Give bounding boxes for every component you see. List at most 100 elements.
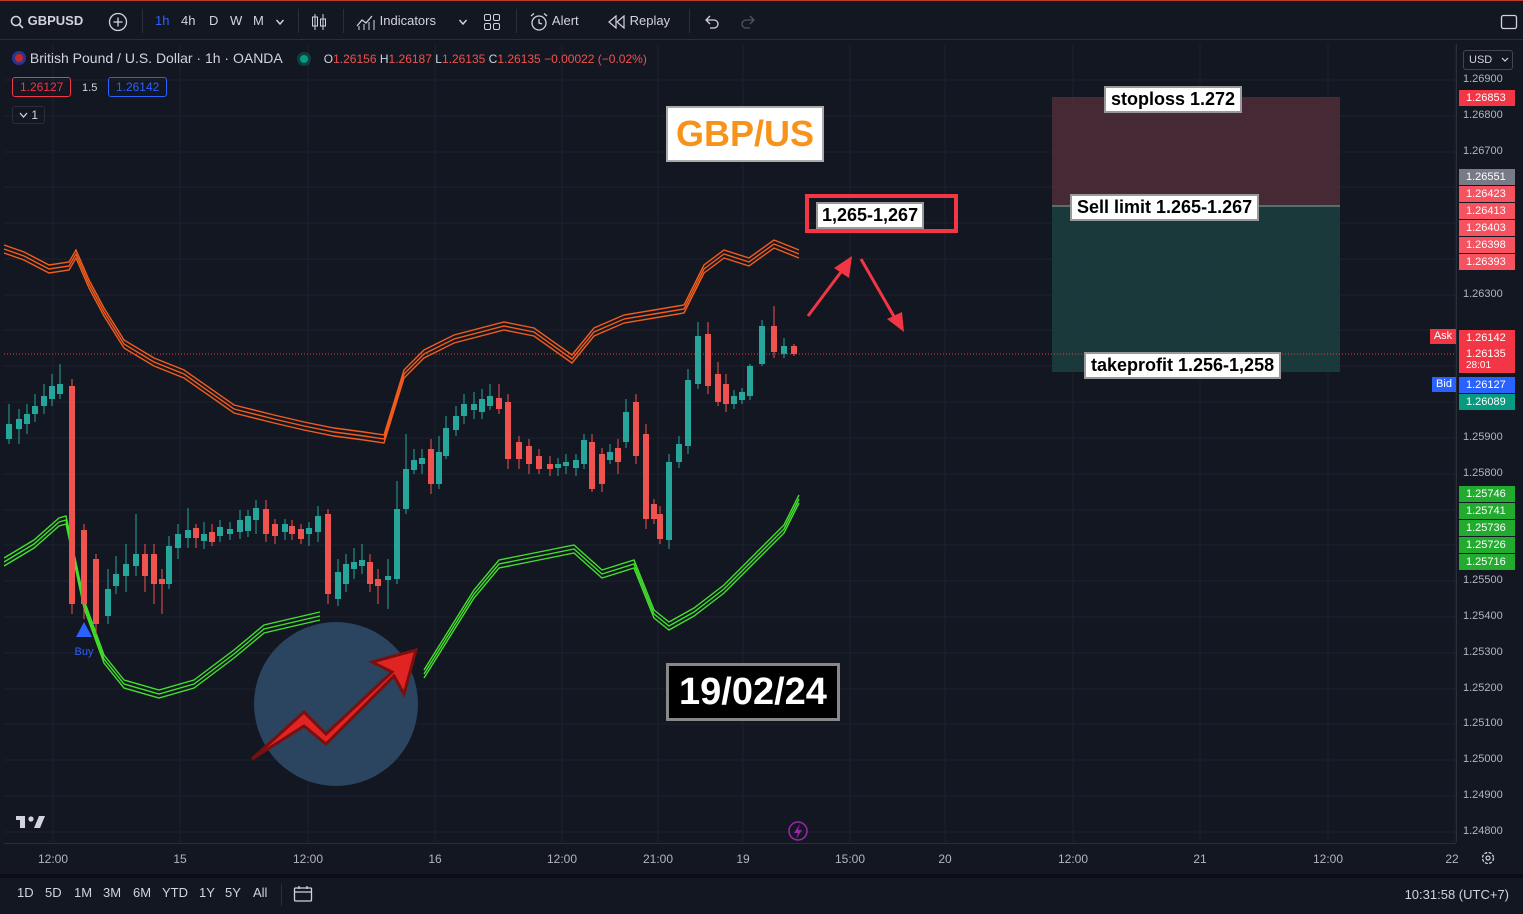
interval-w[interactable]: W [230, 13, 243, 28]
candle [403, 434, 409, 514]
price-tag: 1.26423 [1459, 186, 1515, 202]
candle [615, 439, 621, 474]
indicators-button[interactable]: Indicators [356, 9, 436, 33]
price-chart[interactable]: Buy [3, 44, 1456, 842]
zone-highlight-box[interactable]: 1,265-1,267 [805, 194, 958, 233]
candle [547, 456, 553, 476]
candle [325, 509, 331, 604]
candle [411, 449, 417, 474]
interval-m[interactable]: M [253, 13, 264, 28]
interval-dropdown[interactable] [275, 9, 285, 33]
undo-button[interactable] [703, 9, 719, 33]
candle [599, 448, 605, 492]
high-label: H [379, 52, 389, 66]
low-value: 1.26135 [441, 52, 486, 66]
alert-button[interactable]: Alert [529, 9, 579, 33]
candle [351, 548, 357, 579]
chart-settings-button[interactable] [1480, 850, 1496, 869]
stoploss-label[interactable]: stoploss 1.272 [1104, 86, 1243, 113]
candle [731, 390, 737, 409]
range-button[interactable]: 1D [17, 885, 34, 900]
candles [6, 306, 797, 634]
time-label: 12:00 [292, 852, 324, 866]
collapse-indicators-button[interactable]: 1 [12, 106, 46, 124]
range-button[interactable]: 1M [74, 885, 93, 900]
chevron-down-icon [19, 112, 28, 118]
top-toolbar: GBPUSD 1h 4h D W M Indicators Alert Repl… [0, 0, 1523, 40]
range-button[interactable]: YTD [162, 885, 188, 900]
candle [676, 436, 682, 468]
candle [24, 404, 30, 434]
candle [394, 481, 400, 584]
candle [623, 399, 629, 448]
currency-selector[interactable]: USD [1463, 50, 1513, 70]
date-range-button[interactable] [293, 885, 313, 906]
candle [471, 392, 477, 419]
price-tag: 1.26398 [1459, 237, 1515, 253]
candle [245, 510, 251, 537]
candle [516, 436, 522, 469]
buy-button[interactable]: 1.26142 [107, 77, 168, 97]
clock-label[interactable]: 10:31:58 (UTC+7) [1404, 887, 1509, 902]
fullscreen-button[interactable] [1500, 9, 1518, 33]
candle [123, 544, 129, 592]
range-button[interactable]: All [253, 885, 268, 900]
chart-pane[interactable]: Buy British Pound / U.S. Do [3, 44, 1456, 842]
time-axis[interactable]: 12:00 15 12:00 16 12:00 21:00 19 15:00 20 12:00 21… [4, 843, 1459, 873]
price-tick-label: 1.25400 [1463, 610, 1503, 622]
range-button[interactable]: 3M [103, 885, 122, 900]
lightning-icon [788, 821, 808, 841]
bands [3, 239, 800, 699]
range-button[interactable]: 5D [45, 885, 62, 900]
candle [563, 454, 569, 474]
range-button[interactable]: 6M [133, 885, 152, 900]
sell-button[interactable]: 1.26127 [12, 77, 72, 97]
price-tick-label: 1.26900 [1463, 73, 1503, 85]
sell-limit-label[interactable]: Sell limit 1.265-1.267 [1070, 194, 1260, 221]
candle [419, 449, 425, 474]
date-label[interactable]: 19/02/24 [666, 663, 840, 721]
ask-badge: Ask [1430, 329, 1456, 344]
candle [298, 524, 304, 544]
candle [175, 524, 181, 559]
open-label: O [323, 52, 334, 66]
chart-type-button[interactable] [310, 9, 328, 33]
collapse-count: 1 [31, 108, 39, 122]
candle [385, 559, 391, 609]
price-tick-label: 1.26800 [1463, 109, 1503, 121]
symbol-search[interactable]: GBPUSD [10, 9, 83, 33]
indicators-label: Indicators [379, 13, 436, 28]
pair-title-box[interactable]: GBP/US [666, 106, 825, 162]
compare-button[interactable] [108, 9, 128, 33]
candle [759, 320, 765, 366]
layouts-button[interactable] [483, 9, 501, 33]
time-label: 21 [1193, 852, 1207, 866]
time-label: 15:00 [834, 852, 866, 866]
range-button[interactable]: 5Y [225, 885, 241, 900]
candle [487, 384, 493, 410]
bottom-bar: 1D 5D 1M 3M 6M YTD 1Y 5Y All 10:31:58 (UTC+7) [0, 874, 1523, 914]
price-tag: 1.25726 [1459, 537, 1515, 553]
price-axis[interactable]: USD 1.26900 1.26800 1.26700 1.26300 1.25900 1… [1456, 44, 1518, 842]
redo-icon [741, 15, 755, 29]
indicators-dropdown[interactable] [458, 9, 468, 33]
price-tag: 1.26413 [1459, 203, 1515, 219]
interval-4h[interactable]: 4h [181, 13, 196, 28]
alert-label: Alert [551, 13, 579, 28]
price-tag: 1.26135 [1459, 346, 1515, 362]
candle [49, 374, 55, 406]
candle [315, 506, 321, 542]
redo-button[interactable] [741, 9, 757, 33]
replay-button[interactable]: Replay [608, 9, 670, 33]
interval-1h[interactable]: 1h [155, 13, 170, 28]
down-arrow-icon [859, 258, 904, 332]
takeprofit-label[interactable]: takeprofit 1.256-1,258 [1084, 352, 1282, 379]
time-label: 12:00 [1057, 852, 1089, 866]
currency-label: USD [1469, 54, 1493, 66]
candle [633, 394, 639, 464]
candle [263, 500, 269, 542]
candle [201, 522, 207, 549]
buy-marker-icon [76, 622, 92, 637]
range-button[interactable]: 1Y [199, 885, 215, 900]
interval-d[interactable]: D [209, 13, 219, 28]
